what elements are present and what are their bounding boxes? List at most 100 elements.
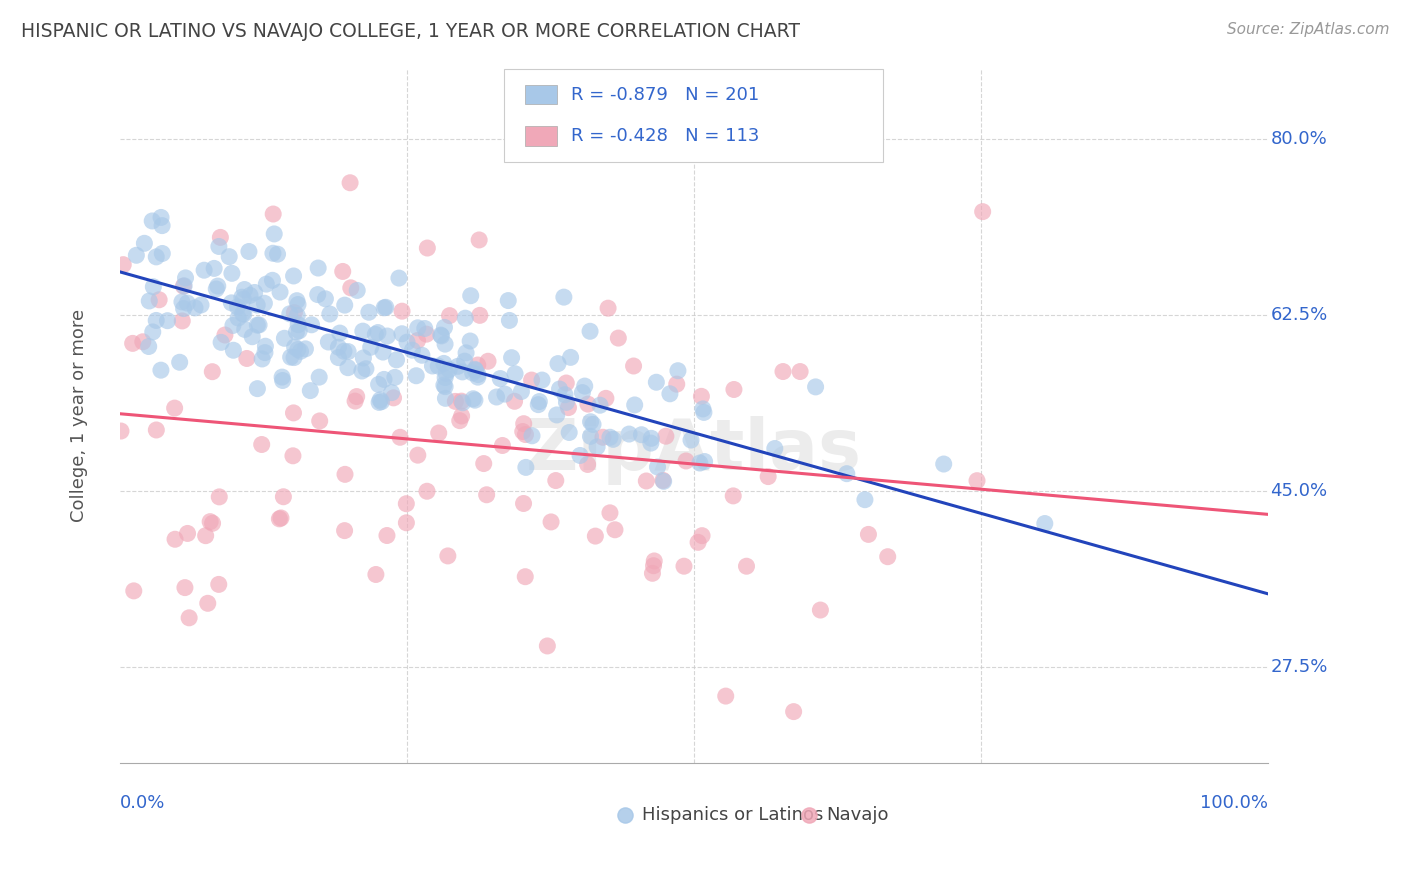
Point	[453, 354, 475, 368]
Point	[269, 512, 291, 526]
Point	[464, 393, 486, 408]
Point	[170, 294, 193, 309]
Point	[658, 386, 681, 401]
Point	[586, 440, 609, 454]
Point	[395, 335, 418, 350]
Point	[145, 313, 167, 327]
Point	[374, 301, 396, 315]
Point	[125, 248, 148, 262]
Point	[558, 425, 581, 440]
Point	[411, 348, 433, 362]
Point	[689, 456, 711, 470]
Point	[373, 301, 395, 315]
Point	[1033, 516, 1056, 531]
Point	[176, 526, 198, 541]
Point	[623, 398, 645, 412]
Point	[233, 283, 256, 297]
Point	[221, 266, 243, 280]
Point	[599, 430, 621, 444]
Text: College, 1 year or more: College, 1 year or more	[69, 310, 87, 523]
Point	[337, 344, 360, 359]
Point	[307, 260, 329, 275]
Text: Navajo: Navajo	[827, 806, 889, 824]
Point	[243, 285, 266, 300]
Point	[434, 367, 457, 381]
Point	[544, 474, 567, 488]
Point	[464, 362, 486, 376]
Point	[163, 401, 186, 416]
Point	[589, 398, 612, 412]
Point	[380, 385, 402, 400]
Point	[218, 250, 240, 264]
Point	[640, 431, 662, 445]
Point	[354, 361, 377, 376]
Point	[112, 258, 135, 272]
Point	[329, 326, 352, 340]
Point	[406, 334, 429, 348]
Point	[576, 397, 599, 411]
Point	[357, 305, 380, 319]
Point	[287, 343, 309, 357]
Point	[240, 329, 263, 343]
Point	[254, 277, 277, 292]
Point	[246, 298, 269, 312]
Point	[672, 559, 695, 574]
Point	[283, 351, 305, 365]
Point	[150, 211, 173, 225]
Point	[198, 515, 221, 529]
Point	[835, 467, 858, 481]
Point	[270, 511, 292, 525]
Point	[333, 298, 356, 312]
Point	[858, 527, 880, 541]
Point	[496, 293, 519, 308]
Text: 45.0%: 45.0%	[1271, 483, 1327, 500]
Point	[607, 331, 630, 345]
Point	[266, 247, 288, 261]
Point	[510, 384, 533, 399]
Point	[515, 570, 537, 584]
Point	[364, 567, 387, 582]
Point	[592, 430, 614, 444]
Point	[360, 340, 382, 354]
Point	[582, 417, 605, 432]
Point	[174, 581, 197, 595]
Point	[723, 383, 745, 397]
Point	[501, 351, 523, 365]
Point	[283, 305, 305, 319]
Point	[367, 326, 389, 340]
Point	[231, 307, 253, 321]
Point	[652, 475, 675, 489]
Point	[756, 469, 779, 483]
Point	[375, 528, 398, 542]
Point	[308, 414, 330, 428]
Point	[433, 356, 456, 370]
Point	[485, 390, 508, 404]
Point	[503, 367, 526, 381]
Point	[273, 331, 295, 345]
Point	[193, 263, 215, 277]
Point	[226, 311, 249, 326]
Point	[278, 307, 301, 321]
Point	[433, 378, 456, 392]
Point	[352, 351, 374, 365]
Point	[209, 335, 232, 350]
Point	[283, 406, 305, 420]
Point	[318, 334, 340, 349]
Point	[763, 442, 786, 456]
Text: ZipAtlas: ZipAtlas	[526, 416, 862, 485]
Point	[132, 334, 155, 349]
Point	[250, 437, 273, 451]
Point	[395, 497, 418, 511]
Text: 27.5%: 27.5%	[1271, 658, 1327, 676]
Point	[636, 474, 658, 488]
Point	[640, 436, 662, 450]
Point	[494, 387, 516, 401]
Point	[647, 460, 669, 475]
Point	[194, 529, 217, 543]
Point	[290, 344, 312, 359]
Point	[966, 474, 988, 488]
Point	[515, 427, 537, 442]
Point	[352, 324, 374, 338]
Point	[595, 392, 617, 406]
Point	[333, 344, 356, 359]
